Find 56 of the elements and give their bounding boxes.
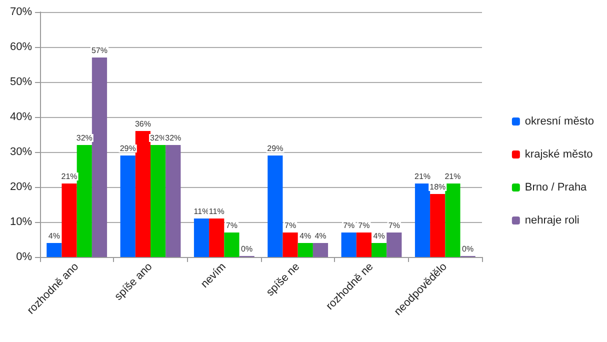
bar [62, 184, 77, 257]
data-label: 4% [314, 232, 326, 240]
data-label: 4% [48, 232, 60, 240]
bar [46, 243, 62, 257]
bar [341, 232, 356, 257]
bar [120, 156, 136, 257]
data-label: 21% [61, 172, 78, 181]
bar [312, 243, 328, 257]
bar [92, 58, 108, 257]
bar [268, 156, 283, 257]
data-label: 0% [241, 244, 253, 254]
bar [166, 145, 181, 257]
data-label: 36% [134, 120, 151, 128]
y-tick-label: 20% [10, 181, 32, 193]
bar [135, 131, 150, 257]
y-tick-label: 70% [10, 6, 32, 18]
y-tick-label: 60% [10, 41, 32, 53]
legend-label: Brno / Praha [524, 182, 588, 194]
data-label: 7% [358, 221, 370, 230]
data-label: 4% [373, 232, 385, 240]
bar [282, 232, 298, 257]
data-label: 21% [444, 172, 461, 181]
bar [76, 145, 92, 257]
bar [356, 232, 372, 257]
bar [224, 232, 240, 257]
data-label: 7% [284, 221, 296, 230]
data-label: 21% [414, 172, 431, 181]
y-tick-label: 50% [10, 76, 32, 88]
data-label: 11% [208, 207, 224, 216]
bar [372, 243, 387, 257]
data-label: 57% [91, 46, 108, 55]
bar [414, 184, 430, 257]
bar [194, 218, 210, 257]
y-tick-label: 40% [10, 111, 32, 123]
y-tick-label: 30% [10, 146, 32, 158]
bar [445, 184, 460, 257]
legend-label: krajské město [524, 148, 593, 160]
bar [209, 218, 224, 257]
data-label: 29% [267, 144, 284, 153]
data-label: 18% [430, 182, 446, 192]
data-label: 7% [388, 221, 400, 230]
legend-label: okresní město [524, 116, 594, 128]
bar [430, 194, 446, 257]
data-label: 0% [462, 244, 474, 254]
bar [150, 145, 166, 257]
data-label: 32% [165, 134, 182, 142]
data-label: 29% [120, 144, 136, 153]
data-label: 32% [76, 134, 92, 142]
data-label: 7% [343, 221, 355, 230]
data-label: 7% [226, 221, 238, 230]
y-tick-label: 0% [16, 251, 32, 263]
data-label: 4% [300, 232, 312, 240]
y-tick-label: 10% [10, 216, 32, 228]
bar [298, 243, 313, 257]
legend-label: nehraje roli [524, 214, 580, 226]
bar [386, 232, 402, 257]
